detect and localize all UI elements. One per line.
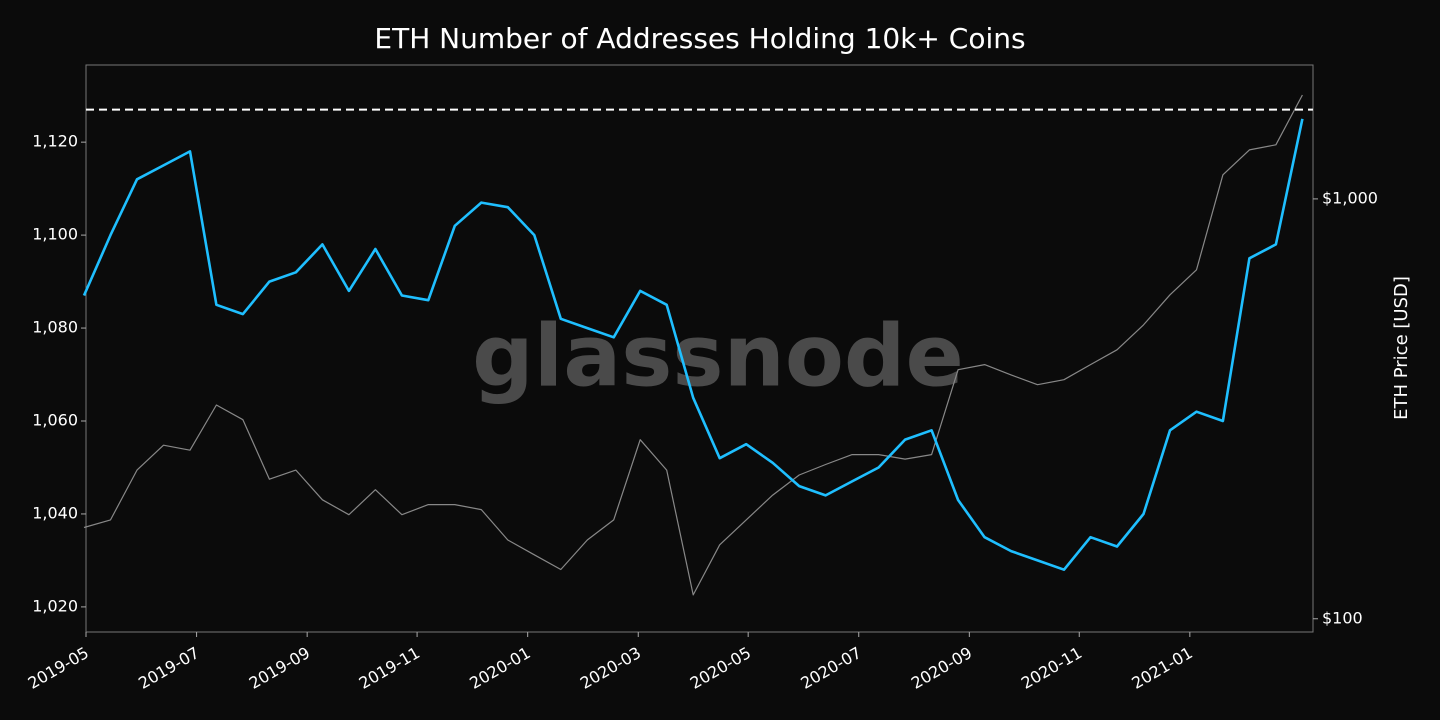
y-tick-label: 1,020	[32, 596, 78, 615]
data-line	[82, 118, 1304, 571]
chart-title: ETH Number of Addresses Holding 10k+ Coi…	[374, 22, 1025, 55]
y-tick-label: 1,080	[32, 318, 78, 337]
y2-tick-label: $1,000	[1322, 188, 1378, 207]
watermark: glassnode	[472, 306, 964, 406]
y2-axis-label: ETH Price [USD]	[1391, 276, 1412, 420]
y-tick-label: 1,040	[32, 503, 78, 522]
data-line	[83, 94, 1303, 596]
y-tick-label: 1,100	[32, 225, 78, 244]
plot-frame	[85, 64, 1314, 633]
y2-tick-label: $100	[1322, 608, 1363, 627]
y-tick-label: 1,120	[32, 132, 78, 151]
y-tick-label: 1,060	[32, 411, 78, 430]
